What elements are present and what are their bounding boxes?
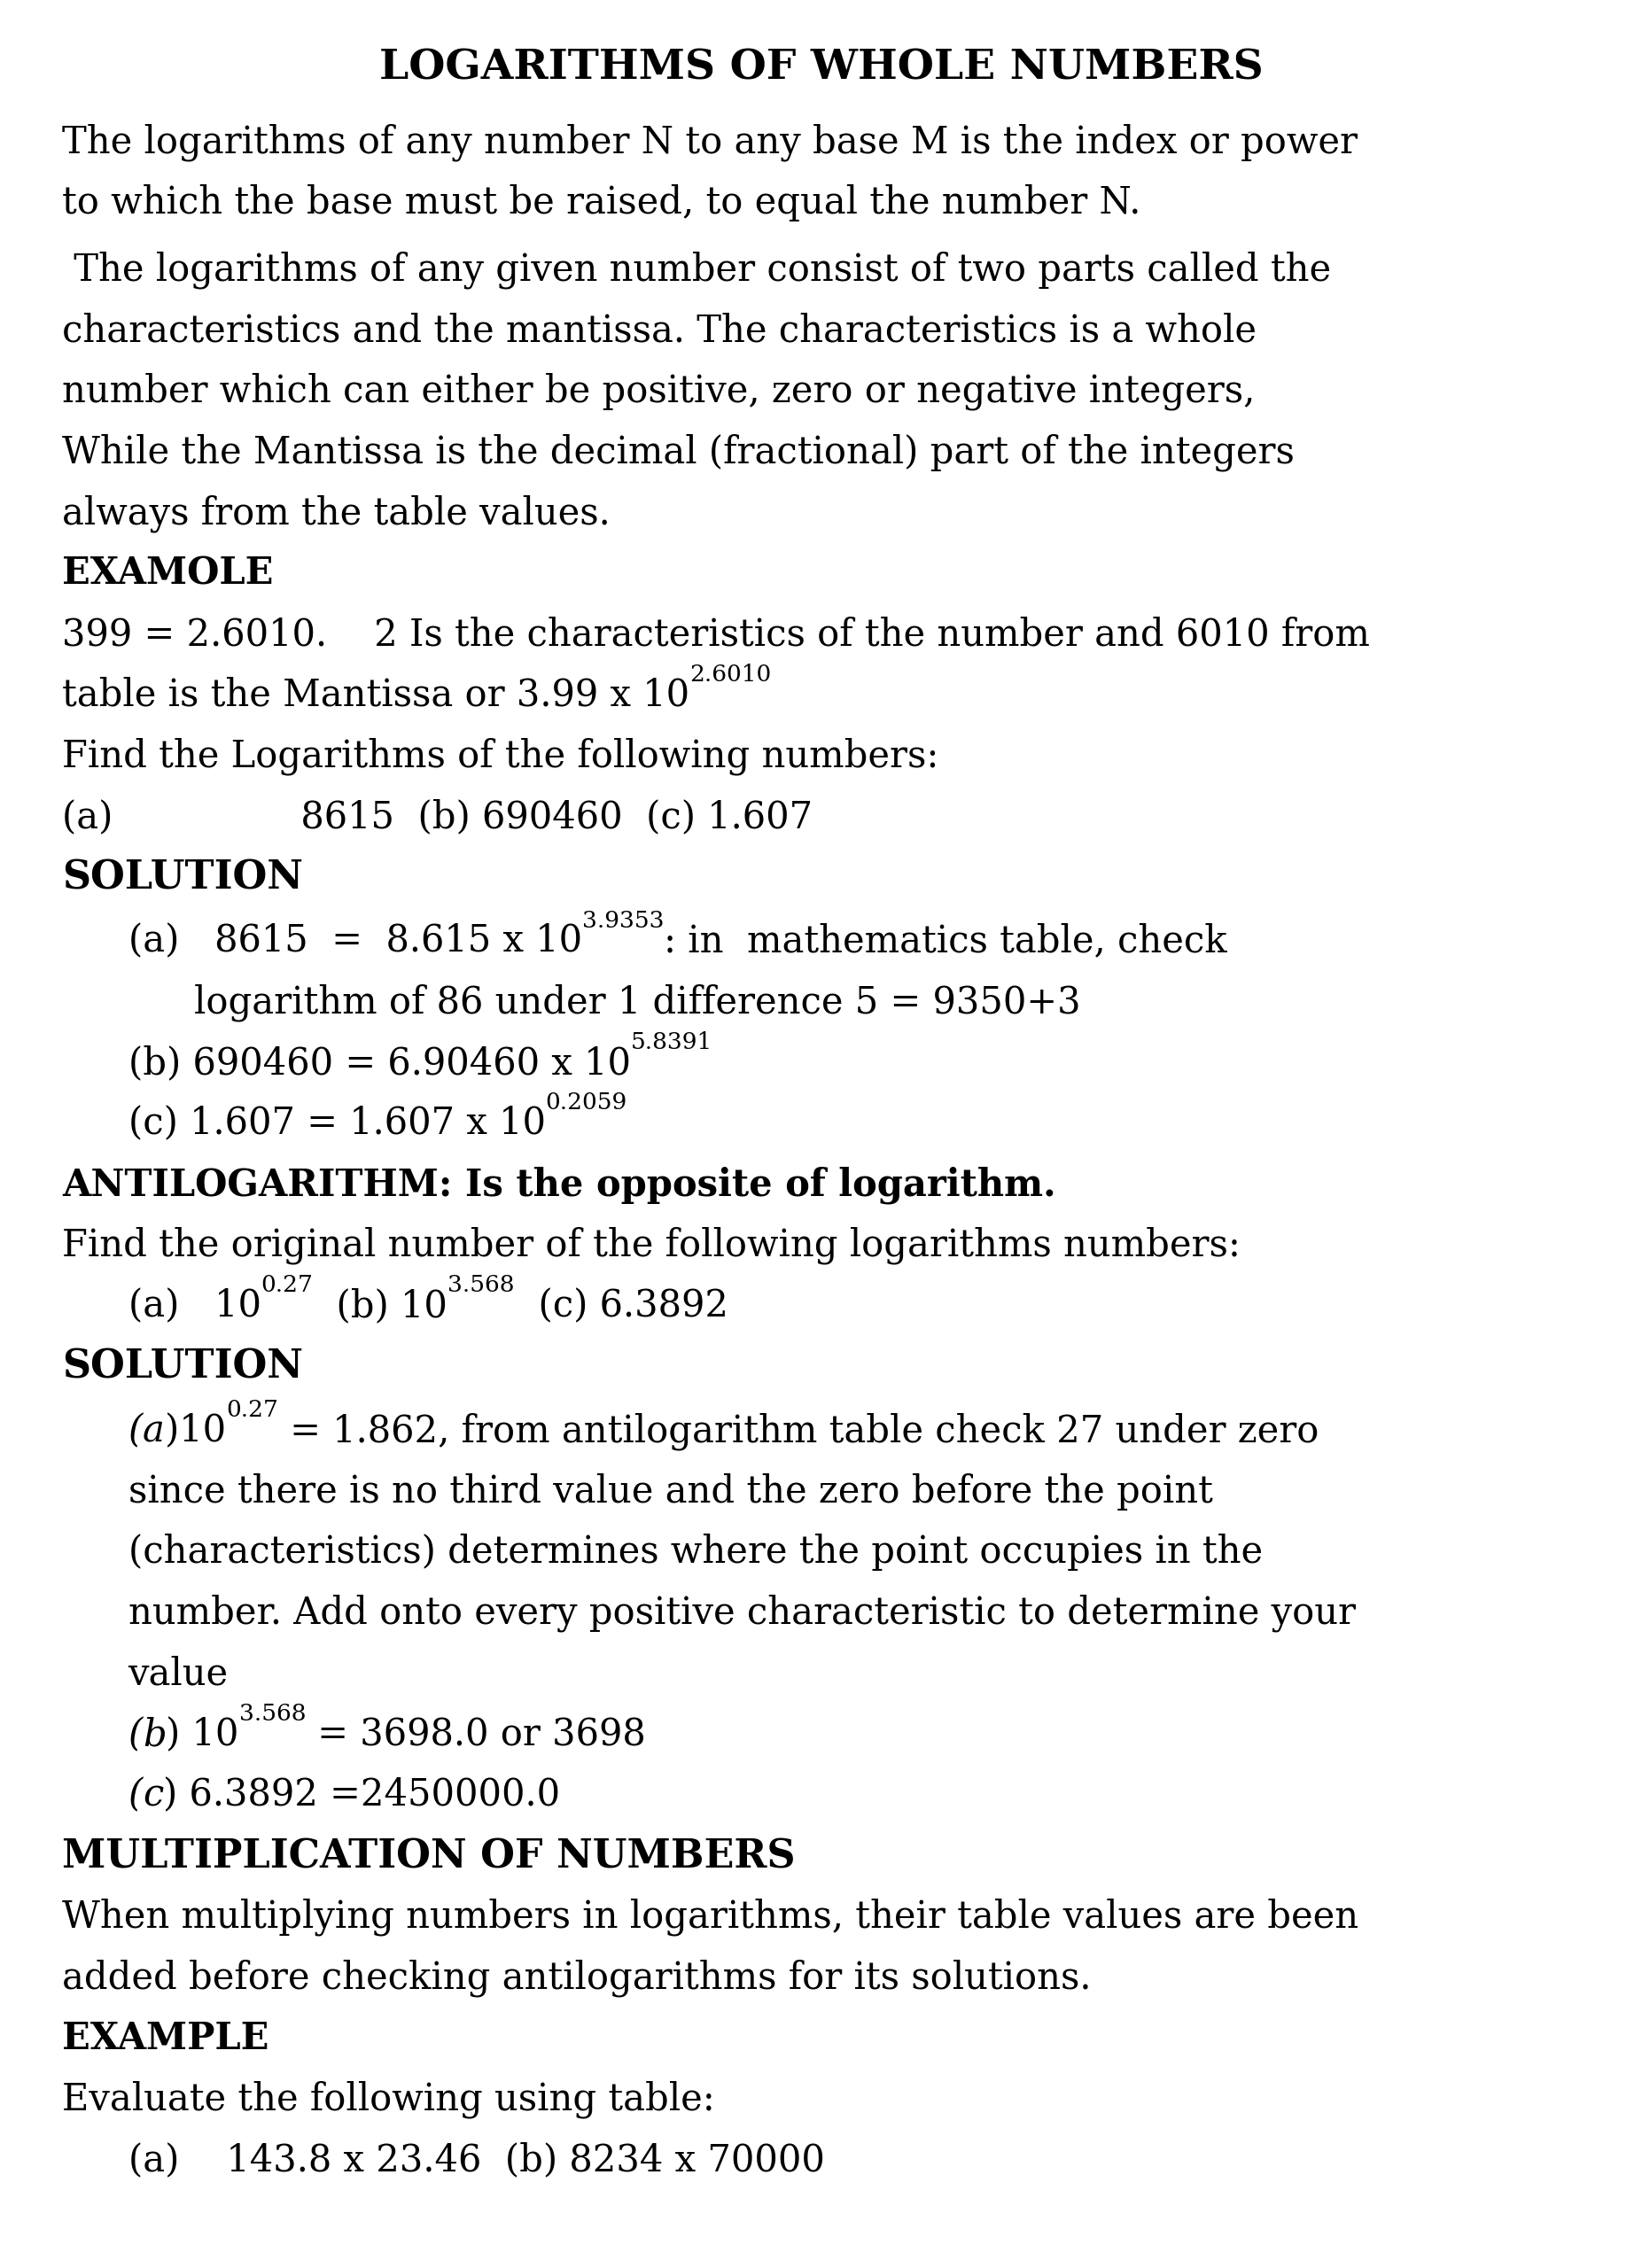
Text: ) 6.3892 =2450000.0: ) 6.3892 =2450000.0	[163, 1776, 560, 1814]
Text: b: b	[143, 1717, 166, 1753]
Text: ) 10: ) 10	[166, 1717, 240, 1753]
Text: characteristics and the mantissa. The characteristics is a whole: characteristics and the mantissa. The ch…	[62, 313, 1256, 349]
Text: 0.27: 0.27	[261, 1275, 314, 1297]
Text: EXAMOLE: EXAMOLE	[62, 556, 274, 592]
Text: since there is no third value and the zero before the point: since there is no third value and the ze…	[128, 1472, 1212, 1510]
Text: = 3698.0 or 3698: = 3698.0 or 3698	[305, 1717, 645, 1753]
Text: c: c	[143, 1776, 163, 1814]
Text: (characteristics) determines where the point occupies in the: (characteristics) determines where the p…	[128, 1533, 1263, 1572]
Text: EXAMPLE: EXAMPLE	[62, 2021, 269, 2057]
Text: 0.2059: 0.2059	[545, 1091, 627, 1114]
Text: 5.8391: 5.8391	[631, 1032, 713, 1052]
Text: (c) 6.3892: (c) 6.3892	[514, 1288, 727, 1325]
Text: (: (	[128, 1776, 143, 1814]
Text: to which the base must be raised, to equal the number N.: to which the base must be raised, to equ…	[62, 184, 1141, 222]
Text: ANTILOGARITHM: Is the opposite of logarithm.: ANTILOGARITHM: Is the opposite of logari…	[62, 1166, 1056, 1204]
Text: SOLUTION: SOLUTION	[62, 860, 304, 898]
Text: (: (	[128, 1413, 143, 1449]
Text: (b) 690460 = 6.90460 x 10: (b) 690460 = 6.90460 x 10	[128, 1046, 631, 1082]
Text: The logarithms of any number N to any base M is the index or power: The logarithms of any number N to any ba…	[62, 122, 1358, 161]
Text: number. Add onto every positive characteristic to determine your: number. Add onto every positive characte…	[128, 1594, 1355, 1633]
Text: a: a	[143, 1413, 164, 1449]
Text: 0.27: 0.27	[225, 1399, 277, 1422]
Text: (a)    143.8 x 23.46  (b) 8234 x 70000: (a) 143.8 x 23.46 (b) 8234 x 70000	[128, 2141, 824, 2180]
Text: = 1.862, from antilogarithm table check 27 under zero: = 1.862, from antilogarithm table check …	[277, 1413, 1319, 1449]
Text: (: (	[128, 1717, 143, 1753]
Text: table is the Mantissa or 3.99 x 10: table is the Mantissa or 3.99 x 10	[62, 676, 690, 714]
Text: number which can either be positive, zero or negative integers,: number which can either be positive, zer…	[62, 372, 1256, 411]
Text: : in  mathematics table, check: : in mathematics table, check	[663, 923, 1227, 959]
Text: SOLUTION: SOLUTION	[62, 1349, 304, 1386]
Text: 3.9353: 3.9353	[581, 909, 663, 932]
Text: LOGARITHMS OF WHOLE NUMBERS: LOGARITHMS OF WHOLE NUMBERS	[379, 48, 1263, 88]
Text: always from the table values.: always from the table values.	[62, 494, 611, 533]
Text: (a)                8615  (b) 690460  (c) 1.607: (a) 8615 (b) 690460 (c) 1.607	[62, 798, 813, 835]
Text: Evaluate the following using table:: Evaluate the following using table:	[62, 2080, 716, 2118]
Text: 2.6010: 2.6010	[690, 662, 772, 685]
Text: value: value	[128, 1656, 228, 1692]
Text: When multiplying numbers in logarithms, their table values are been: When multiplying numbers in logarithms, …	[62, 1898, 1360, 1937]
Text: 399 = 2.6010.    2 Is the characteristics of the number and 6010 from: 399 = 2.6010. 2 Is the characteristics o…	[62, 617, 1369, 653]
Text: While the Mantissa is the decimal (fractional) part of the integers: While the Mantissa is the decimal (fract…	[62, 433, 1296, 472]
Text: (c) 1.607 = 1.607 x 10: (c) 1.607 = 1.607 x 10	[128, 1105, 545, 1143]
Text: 3.568: 3.568	[240, 1703, 305, 1726]
Text: MULTIPLICATION OF NUMBERS: MULTIPLICATION OF NUMBERS	[62, 1837, 796, 1876]
Text: The logarithms of any given number consist of two parts called the: The logarithms of any given number consi…	[62, 252, 1332, 288]
Text: (b) 10: (b) 10	[314, 1288, 448, 1325]
Text: (a)   10: (a) 10	[128, 1288, 261, 1325]
Text: (a)   8615  =  8.615 x 10: (a) 8615 = 8.615 x 10	[128, 923, 581, 959]
Text: Find the original number of the following logarithms numbers:: Find the original number of the followin…	[62, 1227, 1241, 1266]
Text: added before checking antilogarithms for its solutions.: added before checking antilogarithms for…	[62, 1960, 1092, 1996]
Text: Find the Logarithms of the following numbers:: Find the Logarithms of the following num…	[62, 737, 939, 776]
Text: logarithm of 86 under 1 difference 5 = 9350+3: logarithm of 86 under 1 difference 5 = 9…	[194, 984, 1080, 1021]
Text: 3.568: 3.568	[448, 1275, 514, 1297]
Text: )10: )10	[164, 1413, 225, 1449]
